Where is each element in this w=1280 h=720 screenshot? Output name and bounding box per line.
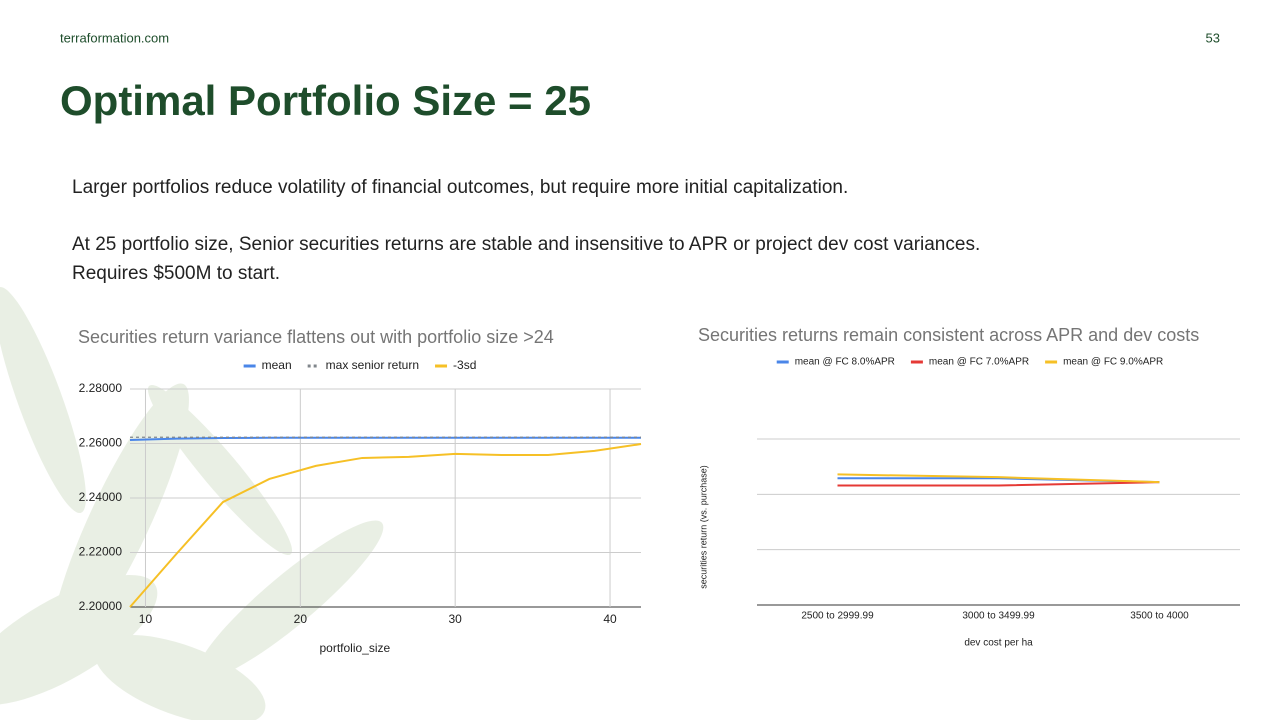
legend: mean max senior return -3sd <box>243 358 476 372</box>
y-tick-label: 2.28000 <box>79 381 123 395</box>
x-axis-label: dev cost per ha <box>964 638 1033 649</box>
slide-title: Optimal Portfolio Size = 25 <box>60 77 591 124</box>
legend-label: mean @ FC 9.0%APR <box>1063 357 1163 368</box>
series-line <box>837 481 1160 487</box>
legend-label: -3sd <box>453 358 476 372</box>
x-axis-label: portfolio_size <box>319 641 390 655</box>
legend: mean @ FC 8.0%APR mean @ FC 7.0%APR mean @… <box>776 357 1163 368</box>
legend-label: mean @ FC 8.0%APR <box>795 357 895 368</box>
y-tick-label: 2.26000 <box>79 436 123 450</box>
x-tick-label: 3500 to 4000 <box>1130 611 1189 622</box>
paragraph: At 25 portfolio size, Senior securities … <box>72 234 980 255</box>
series-line <box>837 473 1160 484</box>
page-number: 53 <box>1206 30 1220 45</box>
paragraph: Requires $500M to start. <box>72 263 280 284</box>
x-tick-label: 20 <box>294 612 308 626</box>
x-tick-label: 30 <box>449 612 463 626</box>
y-tick-label: 2.22000 <box>79 545 123 559</box>
x-tick-label: 2500 to 2999.99 <box>801 611 874 622</box>
series-line <box>129 436 641 441</box>
legend-label: mean <box>262 358 292 372</box>
x-tick-label: 3000 to 3499.99 <box>962 611 1035 622</box>
paragraph: Larger portfolios reduce volatility of f… <box>72 177 848 198</box>
chart-title: Securities returns remain consistent acr… <box>698 325 1199 345</box>
x-tick-label: 40 <box>603 612 617 626</box>
legend-label: mean @ FC 7.0%APR <box>929 357 1029 368</box>
chart: Securities return variance flattens out … <box>78 327 642 655</box>
legend-label: max senior return <box>326 358 419 372</box>
y-axis-label: securities return (vs. purchase) <box>698 465 708 589</box>
x-tick-label: 10 <box>139 612 153 626</box>
y-tick-label: 2.24000 <box>79 490 123 504</box>
site-name: terraformation.com <box>60 30 169 45</box>
y-tick-label: 2.20000 <box>79 599 123 613</box>
chart-title: Securities return variance flattens out … <box>78 327 554 347</box>
chart: Securities returns remain consistent acr… <box>698 325 1240 649</box>
series-line <box>129 443 642 608</box>
background-foliage <box>0 286 384 720</box>
